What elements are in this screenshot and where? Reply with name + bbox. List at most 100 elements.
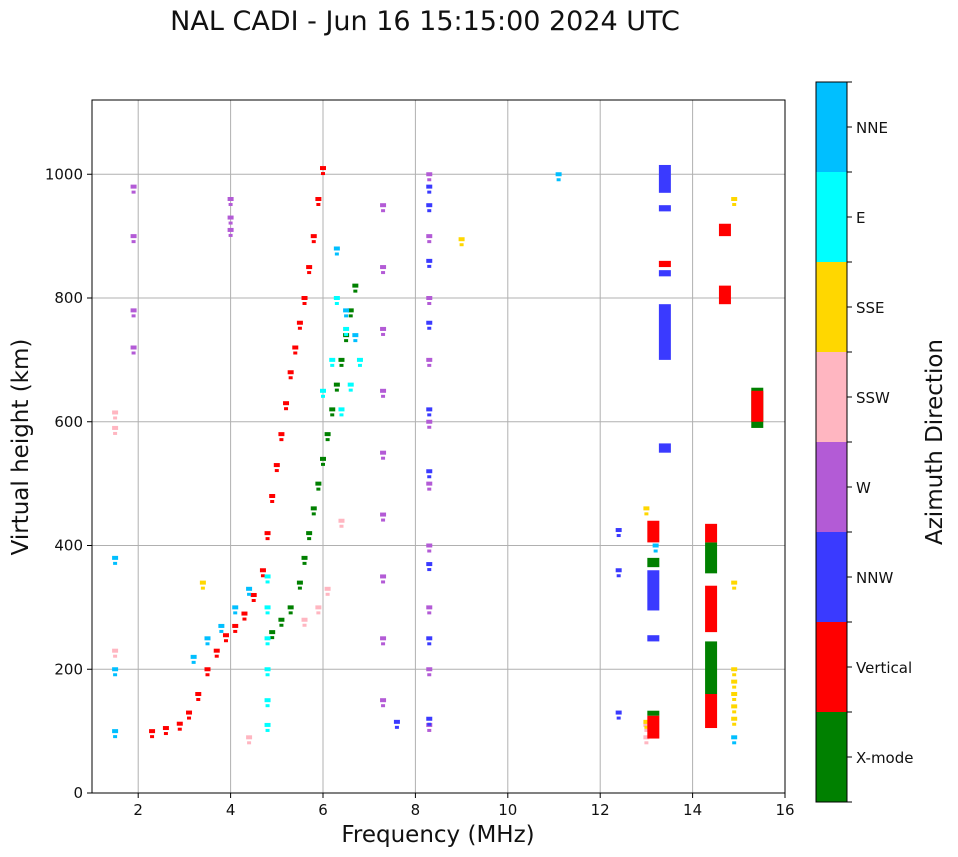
echo-point [381,394,386,398]
echo-point [205,673,210,677]
echo-point [343,326,350,331]
echo-point [426,234,433,239]
echo-point [427,475,432,479]
echo-point [348,314,353,318]
echo-point [458,237,465,242]
echo-point [338,407,345,412]
x-tick-label: 16 [775,801,794,819]
echo-point [427,722,432,726]
echo-point [265,673,270,677]
echo-point [259,568,266,573]
echo-point [279,438,284,442]
echo-point [311,512,316,516]
echo-point [426,562,433,567]
echo-point [321,394,325,398]
echo-point [218,623,225,628]
echo-point [302,302,307,305]
echo-point [306,531,313,536]
echo-point [265,611,270,615]
x-tick-label: 6 [318,801,328,819]
echo-point [270,636,275,640]
echo-point [131,240,136,244]
echo-point [113,735,118,739]
echo-point [293,351,298,355]
echo-point [427,209,432,213]
echo-point [232,623,239,628]
colorbar-segment [816,712,847,802]
echo-point [246,735,253,740]
echo-point [200,586,205,590]
echo-point [426,184,433,189]
echo-point [426,172,433,177]
echo-point [186,710,193,715]
echo-point [426,407,433,412]
echo-point [426,543,433,548]
echo-point [112,410,119,415]
echo-bar [718,223,731,237]
echo-point [426,203,433,208]
echo-point [338,357,345,362]
echo-point [176,721,183,726]
echo-bar [705,694,718,729]
echo-point [214,654,219,658]
echo-point [130,308,137,313]
echo-point [112,425,119,430]
echo-point [320,166,326,171]
echo-point [731,692,738,696]
echo-point [265,704,270,708]
echo-point [353,339,358,343]
echo-point [288,376,293,380]
echo-point [265,537,270,541]
colorbar-tick-label: Vertical [856,659,912,677]
echo-point [260,574,265,578]
colorbar-tick-label: E [856,209,865,227]
echo-point [273,463,280,468]
plot-area [92,100,785,793]
echo-point [301,296,308,300]
y-tick-label: 0 [73,784,83,802]
echo-point [347,308,354,313]
echo-point [427,302,432,305]
echo-point [296,580,303,585]
echo-point [334,252,339,256]
echo-point [333,382,340,387]
echo-bar [658,260,671,268]
echo-point [112,729,119,734]
echo-point [321,462,325,466]
echo-point [653,549,658,553]
echo-point [356,357,363,362]
x-axis-label: Frequency (MHz) [341,822,534,848]
echo-point [731,580,738,585]
echo-bar [658,304,671,360]
echo-point [357,363,362,367]
echo-point [315,197,322,201]
echo-point [264,574,271,579]
echo-point [381,456,386,460]
echo-bar [705,641,718,694]
echo-point [278,432,285,437]
echo-point [731,704,738,709]
echo-point [227,215,234,220]
x-tick-label: 8 [411,801,421,819]
echo-point [307,271,312,275]
echo-point [380,512,387,517]
echo-point [297,586,302,590]
echo-point [321,172,325,176]
echo-point [556,178,561,182]
echo-point [426,320,433,325]
echo-point [205,642,210,646]
echo-point [325,438,330,442]
echo-point [644,741,649,745]
echo-point [195,692,202,696]
echo-point [307,537,312,541]
echo-point [426,357,433,362]
echo-point [264,667,271,672]
echo-point [204,667,211,672]
echo-point [324,432,331,437]
colorbar-segment [816,82,847,172]
echo-point [199,580,206,585]
y-axis-label: Virtual height (km) [8,339,34,556]
x-tick-label: 4 [226,801,236,819]
echo-point [643,506,650,511]
echo-point [287,370,294,375]
